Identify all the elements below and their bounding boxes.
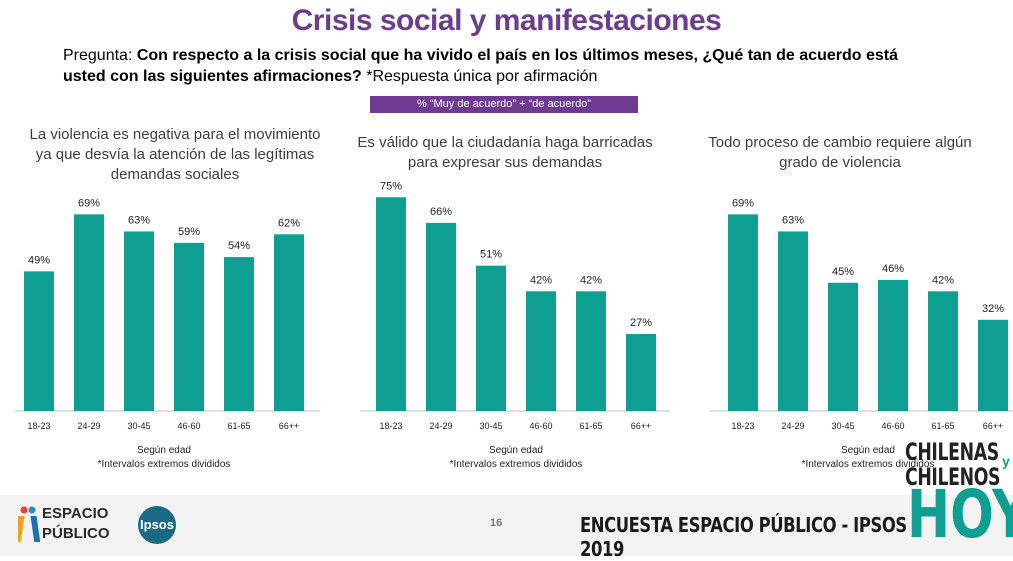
chart-title-1: La violencia es negativa para el movimie… (29, 126, 321, 183)
x-axis-label: Según edad (489, 445, 543, 456)
tick-label: 61-65 (579, 421, 602, 431)
bar (728, 214, 758, 411)
bar (476, 265, 506, 411)
page-title: Crisis social y manifestaciones (291, 4, 722, 37)
survey-footer: ENCUESTA ESPACIO PÚBLICO - IPSOS 2019 (580, 513, 907, 561)
data-label: 59% (178, 226, 200, 238)
bar (626, 334, 656, 411)
tick-label: 46-60 (177, 421, 200, 431)
data-label: 27% (630, 317, 652, 329)
axis-note: *Intervalos extremos divididos (450, 459, 583, 470)
bar (74, 214, 104, 411)
question-suffix: *Respuesta única por afirmación (361, 68, 598, 85)
chart-title-3: Todo proceso de cambio requiere algún gr… (708, 134, 972, 171)
bar (778, 231, 808, 411)
logo-ep-line1: ESPACIO (42, 505, 109, 522)
data-label: 42% (530, 274, 552, 286)
tick-label: 24-29 (77, 421, 100, 431)
data-label: 69% (78, 197, 100, 209)
axis-note: *Intervalos extremos divididos (802, 459, 935, 470)
bar (928, 291, 958, 411)
bar (174, 242, 204, 411)
tick-label: 18-23 (379, 421, 402, 431)
tick-label: 30-45 (479, 421, 502, 431)
data-label: 62% (278, 217, 300, 229)
bar (224, 257, 254, 411)
data-label: 32% (982, 303, 1004, 315)
tick-label: 66++ (279, 421, 300, 431)
data-label: 75% (380, 180, 402, 192)
tick-label: 18-23 (27, 421, 50, 431)
question-prefix: Pregunta: (63, 47, 137, 64)
bar (426, 222, 456, 411)
tick-label: 24-29 (781, 421, 804, 431)
tick-label: 46-60 (881, 421, 904, 431)
page-number: 16 (490, 517, 503, 529)
bar (828, 282, 858, 411)
bar (124, 231, 154, 411)
logo-ep-line2: PÚBLICO (42, 525, 110, 542)
tick-label: 66++ (631, 421, 652, 431)
data-label: 45% (832, 266, 854, 278)
brand-line2: CHILENOS (905, 463, 1001, 491)
data-label: 51% (480, 249, 502, 261)
tick-label: 61-65 (931, 421, 954, 431)
data-label: 63% (128, 214, 150, 226)
data-label: 69% (732, 197, 754, 209)
data-label: 46% (882, 263, 904, 275)
brand-y: y (1002, 453, 1010, 469)
x-axis-label: Según edad (137, 445, 191, 456)
bar (274, 234, 304, 411)
bar (978, 319, 1008, 411)
tick-label: 18-23 (731, 421, 754, 431)
espacio-publico-logo: ESPACIO PÚBLICO (18, 503, 138, 547)
brand-line1: CHILENAS (905, 438, 999, 466)
brand-line3: HOY (907, 476, 1013, 553)
question-bold: Con respecto a la crisis social que ha v… (63, 47, 898, 85)
question-text: Pregunta: Con respecto a la crisis socia… (63, 45, 943, 87)
bar (576, 291, 606, 411)
data-label: 54% (228, 240, 250, 252)
axis-note: *Intervalos extremos divididos (98, 459, 231, 470)
chart-title-2: Es válido que la ciudadanía haga barrica… (357, 134, 653, 171)
data-label: 49% (28, 254, 50, 266)
tick-label: 24-29 (429, 421, 452, 431)
bar (878, 279, 908, 411)
tick-label: 61-65 (227, 421, 250, 431)
measure-badge: % “Muy de acuerdo” + “de acuerdo” (370, 96, 638, 113)
tick-label: 66++ (983, 421, 1004, 431)
bar (24, 271, 54, 411)
ipsos-logo: Ipsos (138, 506, 176, 544)
tick-label: 30-45 (831, 421, 854, 431)
tick-label: 46-60 (529, 421, 552, 431)
data-label: 42% (580, 274, 602, 286)
data-label: 42% (932, 274, 954, 286)
tick-label: 30-45 (127, 421, 150, 431)
x-axis-label: Según edad (841, 445, 895, 456)
bar (376, 197, 406, 411)
espacio-publico-logo-icon (18, 506, 40, 542)
bar (526, 291, 556, 411)
data-label: 63% (782, 214, 804, 226)
chilenas-chilenos-hoy-logo: CHILENAS y CHILENOS HOY (905, 438, 1013, 556)
data-label: 66% (430, 206, 452, 218)
